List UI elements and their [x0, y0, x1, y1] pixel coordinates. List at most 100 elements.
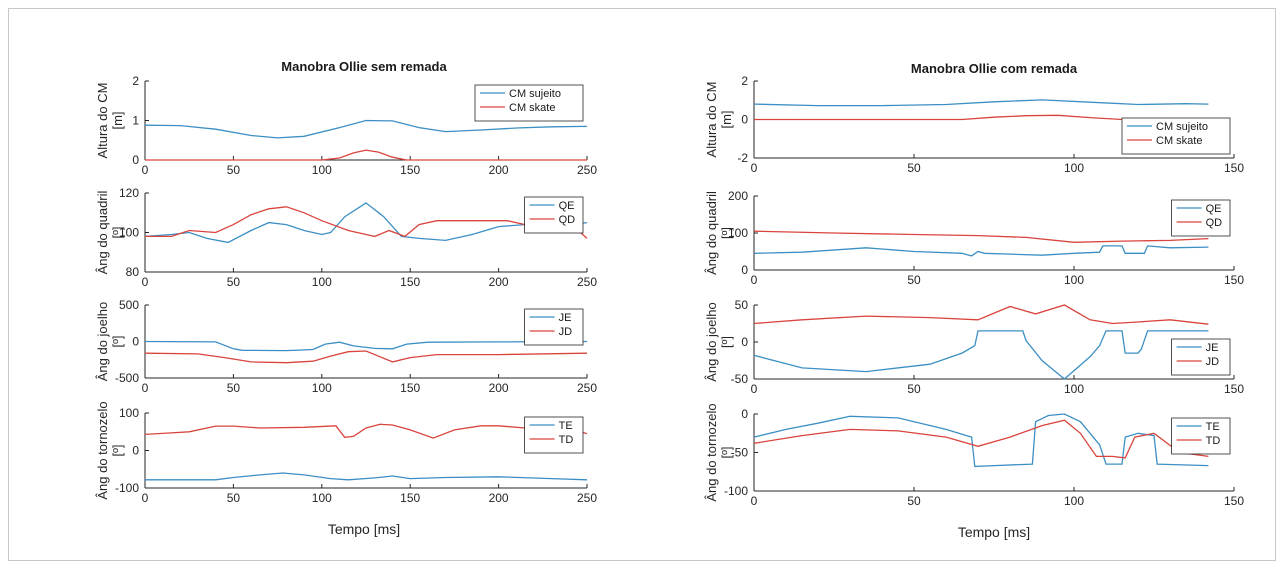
y-axis-label: Âng do joelho[º] [704, 302, 734, 382]
legend: CM sujeito CM skate [474, 84, 584, 122]
x-tick-label: 250 [577, 381, 597, 395]
x-tick-label: 150 [1224, 382, 1244, 396]
series-line-qe [753, 245, 1209, 257]
x-tick-label: 150 [1224, 161, 1244, 175]
x-tick-label: 150 [400, 381, 420, 395]
legend-label: TE [559, 420, 573, 432]
series-line-je [144, 340, 588, 352]
legend-box [1171, 338, 1231, 376]
series-line-cm-skate [754, 114, 1209, 121]
series-line-je [753, 330, 1209, 380]
legend-box [1171, 199, 1231, 237]
series-line-td [144, 423, 588, 439]
series-line-cm-sujeito [753, 99, 1209, 107]
right-x-axis-label: Tempo [ms] [958, 524, 1030, 540]
x-tick-label: 100 [1064, 273, 1084, 287]
series-line-qe [144, 202, 588, 244]
x-tick-label: 0 [751, 161, 758, 175]
legend: CM sujeito CM skate [1121, 117, 1231, 155]
legend-label: QD [1206, 217, 1223, 229]
y-axis-label-line: Altura do CM [704, 82, 719, 158]
legend-label: QE [1206, 203, 1222, 215]
series-line-cm-sujeito [144, 119, 588, 139]
legend-label: TD [1206, 435, 1221, 447]
x-tick-label: 100 [1064, 494, 1084, 508]
x-tick-label: 0 [142, 491, 149, 505]
y-tick-label: 100 [119, 226, 139, 240]
x-tick-label: 50 [907, 494, 921, 508]
x-tick-label: 200 [489, 381, 509, 395]
y-tick-label: 0 [741, 113, 748, 127]
right-figure-title: Manobra Ollie com remada [911, 61, 1078, 76]
y-tick-label: -100 [115, 481, 139, 495]
x-tick-label: 150 [400, 275, 420, 289]
y-axis-label-line: Âng do quadril [704, 191, 719, 275]
series-line-cm-skate [145, 149, 587, 161]
x-tick-label: 0 [751, 273, 758, 287]
legend-box [1171, 417, 1231, 455]
series-line-td [753, 419, 1209, 459]
series-line-qd [145, 206, 588, 239]
x-tick-label: 150 [400, 491, 420, 505]
series-line-jd [144, 350, 588, 364]
x-tick-label: 250 [577, 491, 597, 505]
y-tick-label: 120 [119, 186, 139, 200]
y-axis-label-line: [º] [719, 227, 734, 239]
x-tick-label: 50 [227, 381, 241, 395]
x-tick-label: 50 [227, 163, 241, 177]
left-x-axis-label: Tempo [ms] [328, 521, 400, 537]
x-tick-label: 250 [577, 275, 597, 289]
legend-label: JD [559, 326, 573, 338]
y-tick-label: 2 [132, 74, 139, 88]
x-tick-label: 150 [400, 163, 420, 177]
x-tick-label: 100 [312, 381, 332, 395]
x-tick-label: 200 [489, 491, 509, 505]
y-axis-label-line: Âng do tornozelo [95, 401, 110, 499]
y-tick-label: 0 [132, 444, 139, 458]
y-axis-label: Âng do quadril[º] [704, 191, 734, 275]
left-figure-title: Manobra Ollie sem remada [281, 59, 447, 74]
y-axis-label-line: Altura do CM [95, 83, 110, 159]
y-axis-label-line: Âng do joelho [95, 302, 110, 382]
y-tick-label: 0 [741, 407, 748, 421]
legend-label: QE [559, 200, 575, 212]
y-axis-label: Âng do quadril[º] [95, 190, 125, 274]
y-axis-label-line: [º] [110, 336, 125, 348]
y-axis-label-line: [º] [719, 336, 734, 348]
legend-label: JD [1206, 356, 1220, 368]
x-tick-label: 100 [312, 491, 332, 505]
legend-box [524, 196, 584, 234]
legend-label: JE [1206, 342, 1219, 354]
x-tick-label: 150 [1224, 494, 1244, 508]
legend-label: JE [559, 312, 572, 324]
legend-label: CM sujeito [1156, 121, 1208, 133]
y-axis-label-line: [º] [110, 227, 125, 239]
y-axis-label: Âng do tornozelo[º] [704, 403, 734, 501]
legend-label: CM skate [1156, 135, 1202, 147]
x-tick-label: 100 [312, 275, 332, 289]
series-line-jd [753, 304, 1209, 325]
x-tick-label: 250 [577, 163, 597, 177]
legend: JE JD [524, 308, 584, 346]
legend-label: CM skate [509, 102, 555, 114]
x-tick-label: 50 [227, 491, 241, 505]
legend: TE TD [524, 416, 584, 454]
y-tick-label: 500 [119, 298, 139, 312]
legend-label: CM sujeito [509, 88, 561, 100]
y-axis-label-line: [m] [110, 111, 125, 129]
legend: JE JD [1171, 338, 1231, 376]
legend: QE QD [1171, 199, 1231, 237]
y-axis-label: Âng do joelho[º] [95, 302, 125, 382]
x-tick-label: 200 [489, 275, 509, 289]
y-tick-label: -50 [731, 446, 749, 460]
y-axis-label-line: Âng do joelho [704, 302, 719, 382]
x-tick-label: 50 [907, 273, 921, 287]
figure-canvas: Manobra Ollie sem remada Manobra Ollie c… [95, 59, 1244, 540]
y-tick-label: 200 [728, 189, 748, 203]
y-axis-label-line: [º] [719, 447, 734, 459]
